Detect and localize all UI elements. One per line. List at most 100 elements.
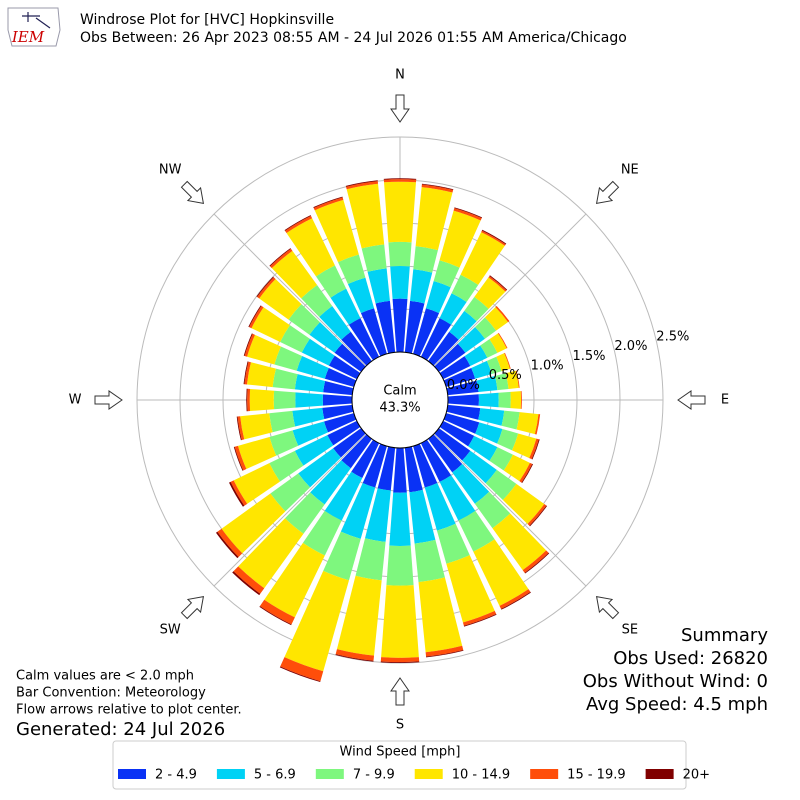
grid-spoke <box>213 213 367 367</box>
bar-segment <box>494 373 509 391</box>
calm-circle <box>351 351 449 449</box>
bar-segment <box>346 181 379 190</box>
direction-label: E <box>721 393 729 408</box>
bar-segment <box>410 269 433 304</box>
bar-segment <box>237 416 245 441</box>
bar-segment <box>468 435 498 461</box>
bar-segment <box>521 463 534 484</box>
bar-segment <box>301 285 333 317</box>
bar-segment <box>451 274 479 302</box>
flow-arrow <box>94 390 123 410</box>
bar-segment <box>421 183 454 191</box>
bar-segment <box>259 606 292 626</box>
bar-segment <box>229 481 245 507</box>
bar-segment <box>443 367 476 387</box>
bar-segment <box>285 215 313 233</box>
bar-segment <box>497 428 519 451</box>
bar-segment <box>271 250 318 299</box>
bar-segment <box>439 420 475 447</box>
bar-segment <box>361 244 387 272</box>
bar-segment <box>447 394 479 406</box>
bar-segment <box>273 390 296 410</box>
bar-segment <box>310 460 351 505</box>
bar-segment <box>240 413 273 440</box>
summary: Obs Used: 26820 <box>613 648 768 669</box>
radial-tick-label: 2.5% <box>656 330 689 345</box>
direction-label: NE <box>621 163 639 178</box>
flow-arrow <box>595 595 620 620</box>
bar-segment <box>341 434 372 469</box>
bar-segment <box>279 666 321 683</box>
bar-segment <box>280 657 324 682</box>
legend-swatch <box>315 769 344 779</box>
flow-arrow <box>595 180 620 205</box>
bar-segment <box>534 414 541 435</box>
bar-segment <box>413 246 438 273</box>
bar-segment <box>449 310 477 340</box>
direction-label: SE <box>622 622 638 637</box>
bar-segment <box>464 345 488 367</box>
bar-segment <box>454 207 483 219</box>
bar-segment <box>259 279 302 320</box>
bar-segment <box>433 260 460 288</box>
bar-segment <box>270 473 311 512</box>
bar-segment <box>502 483 545 524</box>
bar-segment <box>238 518 304 589</box>
bar-segment <box>221 493 286 554</box>
bar-segment <box>313 196 343 208</box>
bar-segment <box>324 471 363 521</box>
bar-segment <box>345 180 378 187</box>
bar-segment <box>436 523 470 564</box>
bar-segment <box>389 492 411 547</box>
bar-segment <box>257 277 276 299</box>
bar-segment <box>439 356 471 380</box>
bar-segment <box>247 334 281 365</box>
bar-segment <box>446 555 495 623</box>
radial-tick-label: 0.0% <box>447 378 480 393</box>
bar-segment <box>335 654 374 662</box>
calm-label: Calm <box>383 384 416 399</box>
bar-segment <box>388 241 412 267</box>
bar-segment <box>463 614 497 627</box>
bar-segment <box>522 550 549 573</box>
bar-segment <box>471 360 492 379</box>
bar-segment <box>309 322 343 353</box>
bar-segment <box>404 446 423 493</box>
direction-label: S <box>396 718 404 733</box>
radial-tick-label: 1.0% <box>531 359 564 374</box>
bar-segment <box>420 439 452 482</box>
bar-segment <box>322 394 353 406</box>
bar-segment <box>489 275 508 291</box>
bar-segment <box>381 585 419 658</box>
bar-segment <box>295 392 323 408</box>
bar-segment <box>434 343 466 372</box>
bar-segment <box>336 575 382 656</box>
bar-segment <box>264 542 325 618</box>
bar-segment <box>348 318 380 361</box>
bar-segment <box>393 447 407 493</box>
legend-label: 10 - 14.9 <box>452 768 510 783</box>
bar-segment <box>230 480 248 506</box>
legend-label: 20+ <box>683 768 710 783</box>
bar-segment <box>529 438 539 460</box>
logo-text: IEM <box>11 28 45 46</box>
bar-segment <box>392 298 408 353</box>
bar-segment <box>327 420 361 446</box>
bar-segment <box>341 331 372 366</box>
bar-segment <box>233 463 280 504</box>
bar-segment <box>492 513 547 571</box>
bar-segment <box>464 296 489 322</box>
legend-label: 15 - 19.9 <box>567 768 625 783</box>
bar-segment <box>476 375 498 393</box>
bar-segment <box>390 266 410 299</box>
bar-segment <box>500 591 531 610</box>
bar-segment <box>234 445 247 471</box>
bar-segment <box>484 307 508 331</box>
bar-segment <box>498 332 508 349</box>
bar-segment <box>460 232 505 285</box>
bar-segment <box>284 570 349 672</box>
bar-segment <box>425 645 464 657</box>
bar-segment <box>248 305 262 328</box>
summary: Summary <box>681 625 768 646</box>
